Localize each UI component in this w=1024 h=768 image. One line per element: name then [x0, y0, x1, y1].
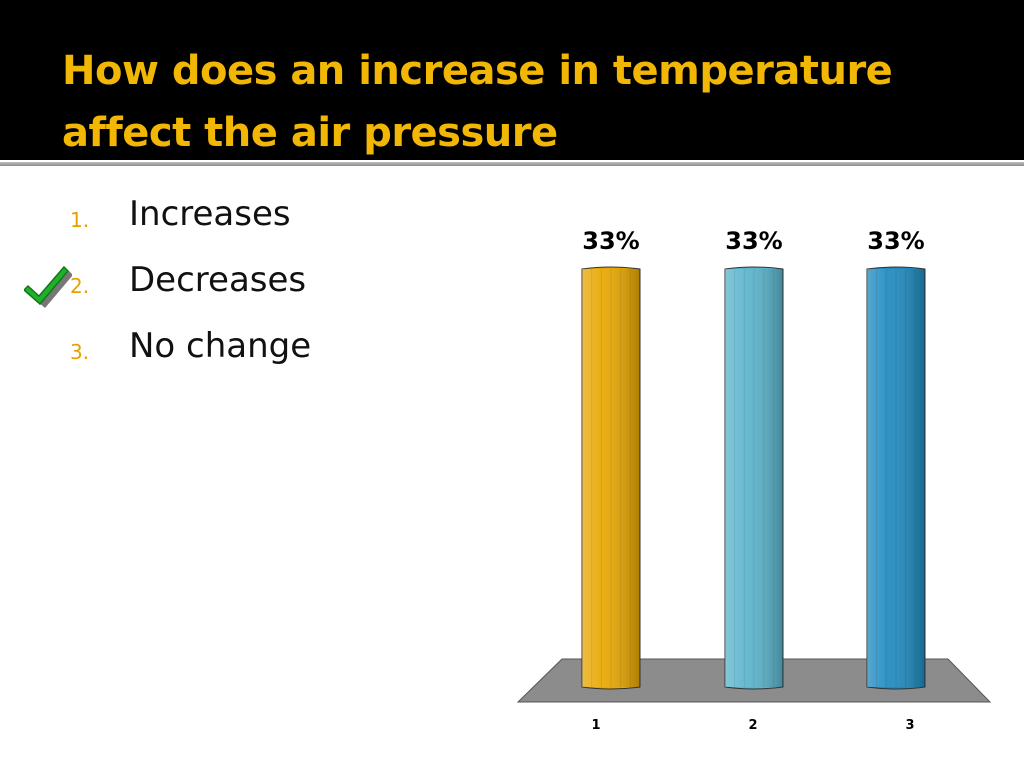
category-label: 3 — [905, 718, 914, 733]
slide-title: How does an increase in temperature affe… — [62, 48, 893, 156]
title-divider — [0, 162, 1024, 166]
bar-shading — [867, 269, 925, 687]
bar-shading — [725, 269, 783, 687]
answer-number: 2. — [70, 274, 90, 298]
results-chart: 33% 1 33% 2 33% 3 — [516, 227, 992, 733]
data-label: 33% — [867, 227, 924, 255]
title-bar — [0, 0, 1024, 160]
data-label: 33% — [582, 227, 639, 255]
category-label: 2 — [748, 718, 757, 733]
checkmark-icon — [24, 265, 72, 308]
answer-text: Decreases — [129, 260, 307, 300]
answer-text: Increases — [129, 194, 291, 234]
answer-text: No change — [129, 326, 312, 366]
data-label: 33% — [725, 227, 782, 255]
bar-shading — [582, 269, 640, 687]
category-label: 1 — [591, 718, 600, 733]
bar-group: 33% 1 33% 2 33% 3 — [581, 227, 926, 733]
answer-number: 3. — [70, 340, 90, 364]
answer-number: 1. — [70, 208, 90, 232]
